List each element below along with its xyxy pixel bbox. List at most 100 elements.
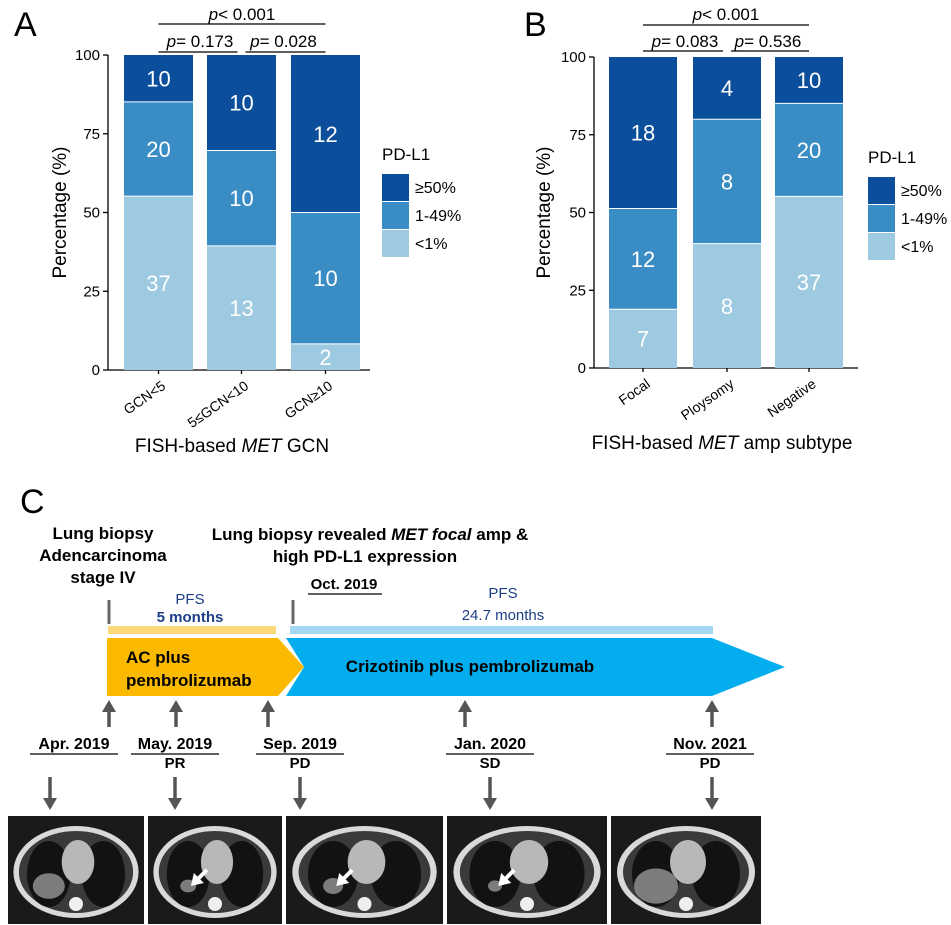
ct-spine xyxy=(679,897,693,911)
p-value: < 0.001 xyxy=(218,5,275,24)
data-label: 20 xyxy=(797,138,821,163)
p-symbol: p xyxy=(692,5,702,24)
biopsy-text: Adencarcinoma xyxy=(39,546,167,565)
biopsy2-italic: MET focal xyxy=(391,525,473,544)
biopsy2-suffix: amp & xyxy=(472,525,529,544)
bar-segment xyxy=(207,245,276,370)
ct-scan-image xyxy=(286,816,443,924)
data-label: 37 xyxy=(797,270,821,295)
pfs-bar xyxy=(108,626,276,634)
data-label: 8 xyxy=(721,169,733,194)
x-axis-label-italic: MET xyxy=(242,436,284,457)
pfs-value: 24.7 months xyxy=(462,607,545,624)
biopsy2-prefix: Lung biopsy revealed xyxy=(212,525,392,544)
bar-segment xyxy=(609,309,677,368)
y-tick-label: 0 xyxy=(92,362,100,379)
ct-lesion xyxy=(32,873,65,899)
down-arrow-head xyxy=(293,798,307,810)
bar-segment xyxy=(609,57,677,209)
data-label: 18 xyxy=(631,121,655,146)
legend-swatch xyxy=(382,202,409,229)
y-tick-label: 50 xyxy=(83,205,100,222)
p-value-label: p= 0.028 xyxy=(249,32,317,51)
treatment-label: pembrolizumab xyxy=(126,671,252,690)
pfs-bar xyxy=(290,626,713,634)
legend-swatch xyxy=(382,174,409,201)
x-tick-label: 5≤GCN<10 xyxy=(184,377,251,431)
bar-segment xyxy=(207,150,276,246)
up-arrow-head xyxy=(102,700,116,712)
ct-lesion xyxy=(634,868,678,904)
up-arrow-head xyxy=(169,700,183,712)
p-symbol: p xyxy=(208,5,218,24)
data-label: 8 xyxy=(721,294,733,319)
panel-b: B 0 25 50 75 100 Percentage (%) 7 12 18 Focal 8 8 4 Pl… xyxy=(524,5,947,454)
y-tick-label: 0 xyxy=(578,360,586,377)
bar-segment xyxy=(207,55,276,151)
p-value: = 0.536 xyxy=(744,32,801,51)
p-symbol: p xyxy=(651,32,661,51)
y-tick-label: 50 xyxy=(569,205,586,222)
event-response: PR xyxy=(165,755,186,772)
panel-label: A xyxy=(14,6,37,44)
panel-label: B xyxy=(524,6,547,44)
bar-segment xyxy=(609,208,677,310)
pfs-label: PFS xyxy=(488,585,517,602)
ct-lung-right xyxy=(469,841,521,907)
data-label: 10 xyxy=(797,68,821,93)
x-axis-label-prefix: FISH-based xyxy=(135,436,242,457)
down-arrow-head xyxy=(43,798,57,810)
event-date: Sep. 2019 xyxy=(263,736,337,753)
legend-label: 1-49% xyxy=(415,208,461,225)
legend-label: <1% xyxy=(415,236,447,253)
data-label: 7 xyxy=(637,327,649,352)
data-label: 12 xyxy=(631,247,655,272)
pfs-value: 5 months xyxy=(157,609,224,626)
bar-segment xyxy=(291,212,360,344)
ct-scan-image xyxy=(148,816,282,924)
bar-segment xyxy=(291,55,360,213)
bar-segment xyxy=(693,243,761,368)
biopsy-text: stage IV xyxy=(70,568,136,587)
legend-label: <1% xyxy=(901,239,933,256)
x-axis-label-suffix: GCN xyxy=(282,436,330,457)
ct-lesion xyxy=(488,880,502,892)
panel-label: C xyxy=(20,483,45,521)
legend-label: 1-49% xyxy=(901,211,947,228)
event-response: SD xyxy=(480,755,501,772)
p-value-label: p= 0.173 xyxy=(166,32,234,51)
ct-lung-right xyxy=(166,841,210,907)
p-symbol: p xyxy=(734,32,744,51)
event-date: Apr. 2019 xyxy=(38,736,109,753)
panel-c: C Lung biopsy Adencarcinoma stage IV Lung bi… xyxy=(8,483,785,924)
y-tick-label: 100 xyxy=(75,47,100,64)
up-arrow-head xyxy=(458,700,472,712)
ct-scan-image xyxy=(8,816,144,924)
ct-scan-image xyxy=(447,816,607,924)
bar-segment xyxy=(775,103,843,197)
event-date: Nov. 2021 xyxy=(673,736,747,753)
legend-title: PD-L1 xyxy=(382,145,430,164)
bar-segment xyxy=(124,101,193,197)
ct-spine xyxy=(520,897,534,911)
p-symbol: p xyxy=(249,32,259,51)
x-axis-label: FISH-based MET GCN xyxy=(135,436,329,457)
y-tick-label: 25 xyxy=(569,282,586,299)
x-axis-label: FISH-based MET amp subtype xyxy=(592,433,853,454)
x-axis-label-suffix: amp subtype xyxy=(738,433,852,454)
data-label: 10 xyxy=(229,91,253,116)
p-value-label: p< 0.001 xyxy=(208,5,276,24)
ct-heart xyxy=(200,840,234,884)
ct-heart xyxy=(347,840,386,884)
event-response: PD xyxy=(290,755,311,772)
x-tick-label: GCN≥10 xyxy=(282,377,336,421)
ct-lung-right xyxy=(307,841,359,907)
bar-segment xyxy=(693,57,761,120)
ct-scan-image xyxy=(611,816,761,924)
x-tick-label: GCN<5 xyxy=(120,377,168,417)
legend-swatch xyxy=(868,177,895,204)
data-label: 37 xyxy=(146,271,170,296)
p-value: < 0.001 xyxy=(702,5,759,24)
ct-arrow-icon xyxy=(502,868,516,882)
